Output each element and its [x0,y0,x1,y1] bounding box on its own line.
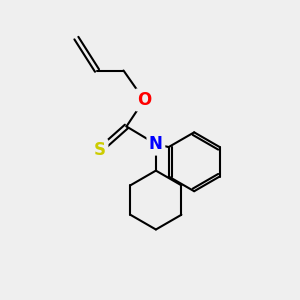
Text: O: O [137,91,151,109]
Text: S: S [94,141,106,159]
Text: N: N [149,135,163,153]
